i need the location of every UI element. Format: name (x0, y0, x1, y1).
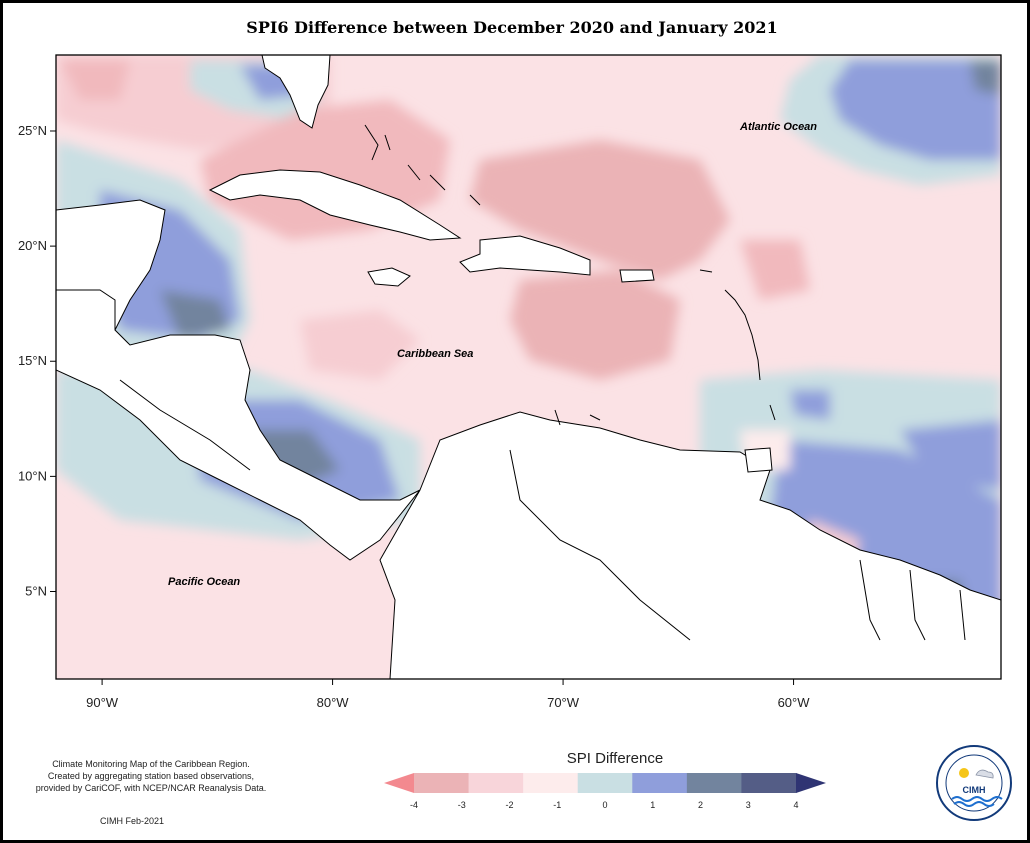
spi-legend: -4 -3 -2 -1 0 1 2 3 4 (384, 773, 826, 810)
x-tick-label: 70°W (547, 695, 580, 710)
credits-line-2: Created by aggregating station based obs… (47, 771, 255, 781)
atlantic-ocean-label: Atlantic Ocean (739, 121, 817, 133)
y-tick-label: 5°N (25, 584, 47, 599)
issued-credit: CIMH Feb-2021 (100, 816, 165, 826)
legend-swatch (632, 773, 688, 793)
legend-tick-label: 3 (746, 800, 751, 810)
map-border (55, 54, 1002, 680)
sun-icon (959, 768, 969, 778)
legend-arrow-high (796, 773, 826, 793)
caribbean-sea-label: Caribbean Sea (397, 348, 473, 360)
y-tick-label: 15°N (18, 353, 47, 368)
pacific-ocean-label: Pacific Ocean (168, 576, 240, 588)
y-tick-label: 25°N (18, 123, 47, 138)
legend-swatch (523, 773, 579, 793)
x-axis: 90°W 80°W 70°W 60°W (86, 679, 810, 710)
land-masses (56, 55, 1001, 679)
cloud-icon (975, 769, 994, 779)
x-tick-label: 90°W (86, 695, 119, 710)
legend-tick-label: -3 (458, 800, 466, 810)
wave-icon (951, 796, 1003, 802)
legend-tick-label: 0 (602, 800, 607, 810)
credits-line-1: Climate Monitoring Map of the Caribbean … (52, 759, 250, 769)
legend-tick-label: -4 (410, 800, 418, 810)
legend-tick-label: 2 (698, 800, 703, 810)
x-tick-label: 80°W (317, 695, 350, 710)
legend-swatch (577, 773, 633, 793)
map-title: SPI6 Difference between December 2020 an… (246, 18, 778, 37)
logo-text: CIMH (963, 785, 986, 795)
credits-line-3: provided by CariCOF, with NCEP/NCAR Rean… (35, 783, 267, 793)
y-axis: 25°N 20°N 15°N 10°N 5°N (18, 123, 56, 599)
legend-tick-label: -2 (505, 800, 513, 810)
y-tick-label: 20°N (18, 238, 47, 253)
spi-field (56, 55, 1001, 679)
legend-arrow-low (384, 773, 414, 793)
legend-tick-label: 4 (793, 800, 798, 810)
legend-title: SPI Difference (566, 750, 664, 767)
legend-tick-label: 1 (650, 800, 655, 810)
legend-swatch (414, 773, 470, 793)
credits-block: Climate Monitoring Map of the Caribbean … (20, 758, 282, 794)
cimh-logo: CIMH (936, 745, 1012, 821)
legend-swatch (468, 773, 524, 793)
y-tick-label: 10°N (18, 468, 47, 483)
legend-swatch (686, 773, 742, 793)
x-tick-label: 60°W (778, 695, 811, 710)
small-islands (364, 124, 776, 426)
legend-swatch (741, 773, 797, 793)
legend-tick-label: -1 (553, 800, 561, 810)
